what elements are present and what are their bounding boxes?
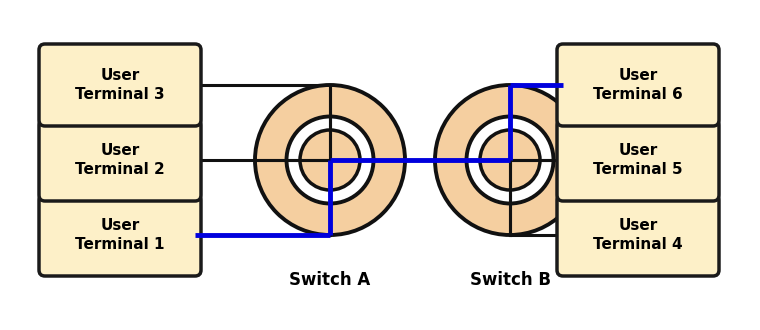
- Text: User
Terminal 3: User Terminal 3: [75, 68, 165, 102]
- FancyBboxPatch shape: [557, 194, 719, 276]
- Circle shape: [300, 130, 360, 190]
- Text: User
Terminal 6: User Terminal 6: [593, 68, 683, 102]
- Circle shape: [435, 85, 585, 235]
- Text: User
Terminal 2: User Terminal 2: [75, 143, 165, 177]
- Circle shape: [287, 116, 373, 204]
- FancyBboxPatch shape: [557, 44, 719, 126]
- Circle shape: [255, 85, 405, 235]
- FancyBboxPatch shape: [39, 44, 201, 126]
- FancyBboxPatch shape: [39, 194, 201, 276]
- FancyBboxPatch shape: [39, 119, 201, 201]
- Circle shape: [480, 130, 540, 190]
- Text: Switch A: Switch A: [290, 271, 371, 289]
- FancyBboxPatch shape: [557, 119, 719, 201]
- Text: User
Terminal 1: User Terminal 1: [75, 218, 165, 252]
- Text: Switch B: Switch B: [470, 271, 550, 289]
- Text: User
Terminal 5: User Terminal 5: [594, 143, 682, 177]
- Circle shape: [467, 116, 553, 204]
- Text: User
Terminal 4: User Terminal 4: [594, 218, 682, 252]
